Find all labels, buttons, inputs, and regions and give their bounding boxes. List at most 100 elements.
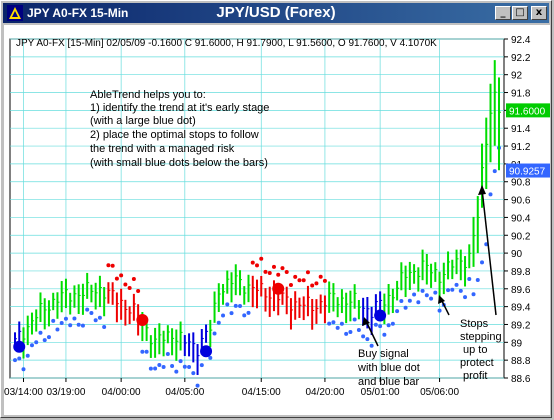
y-tick-label: 88.6 xyxy=(511,374,531,385)
stop-dot xyxy=(208,355,213,360)
stop-dot xyxy=(454,282,459,287)
stop-dot xyxy=(310,283,315,288)
stop-dot xyxy=(174,369,179,374)
stop-dot xyxy=(76,322,81,327)
stop-dot xyxy=(170,363,175,368)
stop-dot xyxy=(114,276,119,281)
stop-dot xyxy=(259,256,264,261)
y-tick-label: 88.8 xyxy=(511,356,531,367)
annotation-line-6: (with small blue dots below the bars) xyxy=(90,157,268,169)
stop-dot xyxy=(467,276,472,281)
stop-dot xyxy=(21,367,26,372)
stop-dot xyxy=(195,383,200,388)
close-button[interactable]: x xyxy=(531,6,547,20)
callout-buy-line-2: with blue dot xyxy=(357,362,420,374)
stop-dot xyxy=(301,278,306,283)
callout-buy-signal: Buy signal with blue dot and blue bar xyxy=(357,317,420,388)
stop-dot xyxy=(484,242,489,247)
stop-dot xyxy=(373,322,378,327)
last-price-box xyxy=(506,103,550,118)
callout-buy-line-3: and blue bar xyxy=(358,376,419,388)
stop-dot xyxy=(153,366,158,371)
stop-dot xyxy=(165,351,170,356)
stop-dot xyxy=(280,266,285,271)
x-tick-label: 05/01:00 xyxy=(361,387,400,398)
stop-dot xyxy=(29,343,34,348)
price-chart[interactable]: 92.492.29291.891.691.491.29190.890.690.4… xyxy=(4,25,550,415)
x-tick-label: 04/05:00 xyxy=(165,387,204,398)
y-tick-label: 92.2 xyxy=(511,53,531,64)
y-tick-label: 89.2 xyxy=(511,320,531,331)
stop-dot xyxy=(284,270,289,275)
stop-dot xyxy=(46,335,51,340)
signal-dot-blue xyxy=(374,309,387,322)
stop-dot xyxy=(72,316,77,321)
stop-dot xyxy=(492,169,497,174)
annotation-line-5: the trend with a managed risk xyxy=(90,143,235,155)
callout-stops-line-3: up to xyxy=(463,344,487,356)
stop-dot xyxy=(471,292,476,297)
callout-stops-arrow-right xyxy=(481,188,497,316)
stop-dot xyxy=(199,363,204,368)
y-tick-label: 89 xyxy=(511,338,523,349)
stop-dot xyxy=(475,278,480,283)
last-price-label: 91.6000 xyxy=(509,106,546,117)
stop-dot xyxy=(331,320,336,325)
stop-dot xyxy=(335,325,340,330)
stop-dot xyxy=(458,288,463,293)
stop-dot xyxy=(352,317,357,322)
y-tick-label: 89.8 xyxy=(511,267,531,278)
stop-dot xyxy=(89,311,94,316)
minimize-button[interactable]: _ xyxy=(495,6,511,20)
x-tick-label: 04/20:00 xyxy=(305,387,344,398)
stop-dot xyxy=(250,260,255,265)
annotation-line-3: (with a large blue dot) xyxy=(90,115,196,127)
stop-dot xyxy=(110,263,115,268)
x-tick-label: 03/19:00 xyxy=(46,387,85,398)
stop-dot xyxy=(271,264,276,269)
stop-dot xyxy=(420,288,425,293)
stop-dot xyxy=(293,274,298,279)
annotation-line-2: 1) identify the trend at it's early stag… xyxy=(90,102,269,114)
stop-dot xyxy=(488,192,493,197)
stop-dot xyxy=(148,366,153,371)
maximize-button[interactable]: □ xyxy=(512,6,528,20)
stop-dot xyxy=(327,321,332,326)
chart-background xyxy=(4,25,550,415)
stop-dot xyxy=(480,260,485,265)
stop-dot xyxy=(365,337,370,342)
callout-stops: Stops stepping up to protect profit xyxy=(438,185,502,382)
y-tick-label: 91.2 xyxy=(511,142,531,153)
stop-dot xyxy=(246,310,251,315)
y-tick-label: 90.8 xyxy=(511,178,531,189)
annotation-line-1: AbleTrend helps you to: xyxy=(90,89,206,101)
price-info-line: JPY A0-FX [15-Min] 02/05/09 -0.1600 C 91… xyxy=(16,38,437,49)
callout-stops-line-1: Stops xyxy=(460,318,489,330)
y-tick-label: 92.4 xyxy=(511,35,531,46)
stop-dot xyxy=(80,323,85,328)
x-tick-label: 03/14:00 xyxy=(4,387,43,398)
stop-dot xyxy=(51,318,56,323)
stop-dot xyxy=(318,274,323,279)
stop-dot xyxy=(63,316,68,321)
stop-price-box xyxy=(506,163,550,178)
callout-stops-arrowhead-left xyxy=(438,295,445,304)
callout-stops-line-5: profit xyxy=(463,370,487,382)
stop-dot xyxy=(288,282,293,287)
stop-dot xyxy=(263,269,268,274)
stop-dot xyxy=(187,365,192,370)
title-bar[interactable]: JPY A0-FX 15-Min JPY/USD (Forex) _ □ x xyxy=(3,3,549,23)
stop-dot xyxy=(267,271,272,276)
stop-dot xyxy=(412,292,417,297)
stop-dot xyxy=(191,371,196,376)
stop-dot xyxy=(378,324,383,329)
stop-dot xyxy=(136,288,141,293)
stop-dot xyxy=(127,285,132,290)
stop-dot xyxy=(348,330,353,335)
stop-dot xyxy=(238,304,243,309)
stop-dot xyxy=(361,334,366,339)
stop-dot xyxy=(131,276,136,281)
callout-stops-line-2: stepping xyxy=(460,331,502,343)
stop-dot xyxy=(55,327,60,332)
